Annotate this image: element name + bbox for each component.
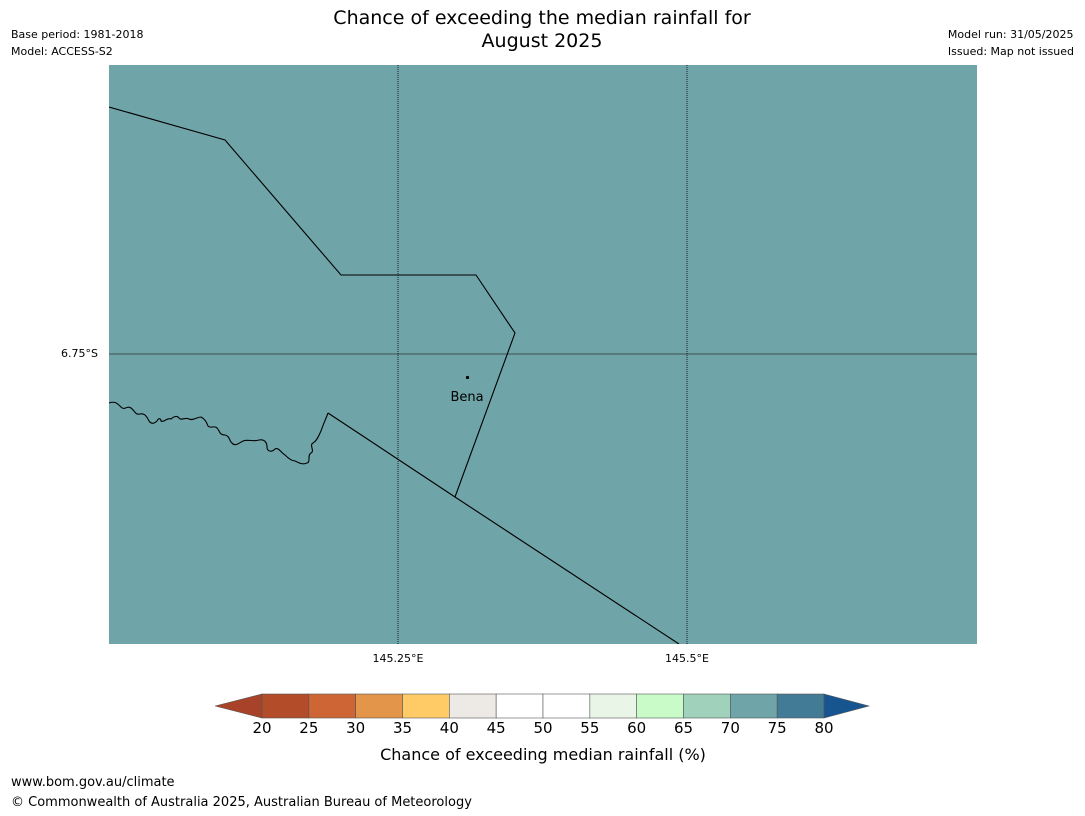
colorbar-bin <box>542 693 591 719</box>
colorbar-tick-label: 50 <box>533 719 553 737</box>
footer-url[interactable]: www.bom.gov.au/climate <box>11 775 175 790</box>
colorbar-bin <box>402 693 450 719</box>
colorbar-tick-label: 65 <box>673 719 694 737</box>
colorbar-bin <box>636 693 684 719</box>
meta-right: Model run: 31/05/2025 Issued: Map not is… <box>948 26 1074 60</box>
colorbar-bin <box>308 693 356 719</box>
colorbar-tick-label: 70 <box>720 719 740 737</box>
colorbar-tick-label: 40 <box>439 719 459 737</box>
longitude-label-145-5: 145.5°E <box>665 652 709 665</box>
colorbar-tick-label: 20 <box>252 719 272 737</box>
river-boundary <box>109 401 329 465</box>
province-boundary-south <box>327 412 680 644</box>
issued-text: Issued: Map not issued <box>947 45 1074 58</box>
colorbar-bin <box>730 693 778 719</box>
colorbar-tick-label: 80 <box>814 719 834 737</box>
map-background <box>109 65 977 644</box>
footer-copyright: © Commonwealth of Australia 2025, Austra… <box>11 795 472 810</box>
colorbar-bin <box>261 693 310 719</box>
model-run-text: Model run: 31/05/2025 <box>947 28 1074 41</box>
meta-left: Base period: 1981-2018 Model: ACCESS-S2 <box>11 26 143 60</box>
colorbar-bin <box>589 693 637 719</box>
colorbar-extend-low <box>215 693 263 719</box>
map-title-line1: Chance of exceeding the median rainfall … <box>333 7 751 29</box>
colorbar-tick-label: 55 <box>580 719 600 737</box>
colorbar-extend-high <box>823 693 871 719</box>
bena-town-marker[interactable] <box>465 375 470 380</box>
map-title-line2: August 2025 <box>481 30 603 52</box>
colorbar-tick-label: 75 <box>767 719 787 737</box>
province-boundary <box>109 106 516 498</box>
colorbar-tick-label: 35 <box>392 719 413 737</box>
base-period-text: Base period: 1981-2018 <box>11 28 144 41</box>
map-title: Chance of exceeding the median rainfall … <box>242 7 842 53</box>
colorbar-tick-label: 30 <box>346 719 366 737</box>
bena-town-label: Bena <box>450 390 483 405</box>
colorbar <box>215 693 871 719</box>
colorbar-bin <box>776 693 825 719</box>
model-text: Model: ACCESS-S2 <box>11 45 113 58</box>
colorbar-label: Chance of exceeding median rainfall (%) <box>380 745 706 764</box>
colorbar-bin <box>449 693 497 719</box>
colorbar-bin <box>355 693 403 719</box>
longitude-label-145-25: 145.25°E <box>372 652 424 665</box>
colorbar-bin <box>495 693 544 719</box>
latitude-label: 6.75°S <box>61 347 98 360</box>
colorbar-tick-label: 25 <box>299 719 319 737</box>
map-panel[interactable]: Bena <box>109 65 977 644</box>
colorbar-tick-label: 45 <box>486 719 506 737</box>
colorbar-tick-label: 60 <box>627 719 647 737</box>
colorbar-bin <box>683 693 731 719</box>
